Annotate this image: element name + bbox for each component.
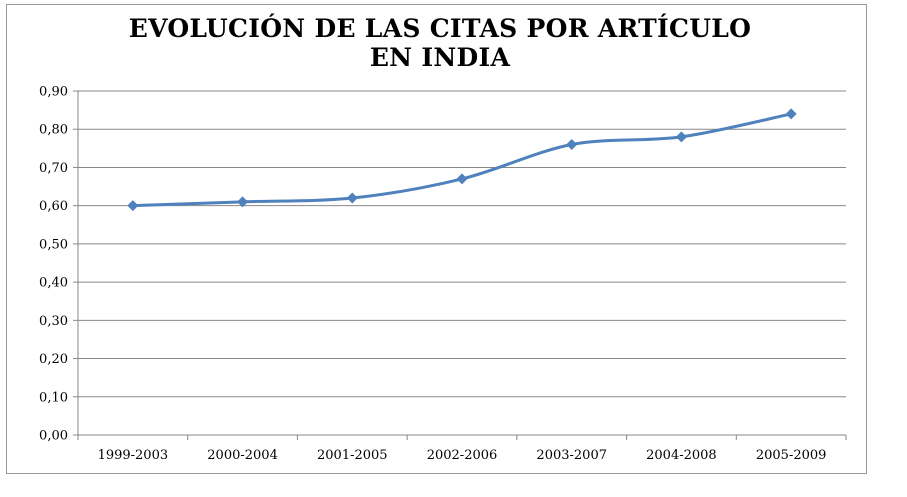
data-point-marker [675,131,687,143]
y-tick-label: 0,90 [39,85,68,100]
data-point-marker [127,200,139,212]
data-point-marker [346,192,358,204]
data-point-marker [785,108,797,120]
data-point-marker [566,139,578,151]
series-layer [127,108,797,212]
x-tick-labels: 1999-2003 2000-2004 2001-2005 2002-2006 2003… [98,448,827,463]
y-tick-label: 0,00 [39,429,68,444]
y-tick-label: 0,50 [39,237,68,252]
y-tick-labels: 0,00 0,10 0,20 0,30 0,40 0,50 0,60 0,70 0,80 0,90 [39,85,68,444]
x-tick-label: 2000-2004 [207,448,278,463]
x-tick-label: 2005-2009 [756,448,827,463]
data-point-marker [456,173,468,185]
x-tick-label: 2003-2007 [536,448,607,463]
axes [73,90,847,440]
x-tick-label: 2004-2008 [646,448,717,463]
chart-frame [6,4,867,474]
chart-title: EVOLUCIÓN DE LAS CITAS POR ARTÍCULO EN I… [128,14,752,72]
y-tick-label: 0,10 [39,390,68,405]
y-tick-label: 0,20 [39,352,68,367]
y-tick-label: 0,30 [39,314,68,329]
y-tick-label: 0,70 [39,161,68,176]
data-point-marker [237,196,249,208]
series-line [131,112,793,208]
y-tick-label: 0,60 [39,199,68,214]
y-tick-label: 0,40 [39,276,68,291]
x-tick-label: 2001-2005 [317,448,388,463]
y-tick-label: 0,80 [39,123,68,138]
x-tick-label: 2002-2006 [427,448,498,463]
gridlines [78,90,846,398]
x-tick-label: 1999-2003 [98,448,169,463]
